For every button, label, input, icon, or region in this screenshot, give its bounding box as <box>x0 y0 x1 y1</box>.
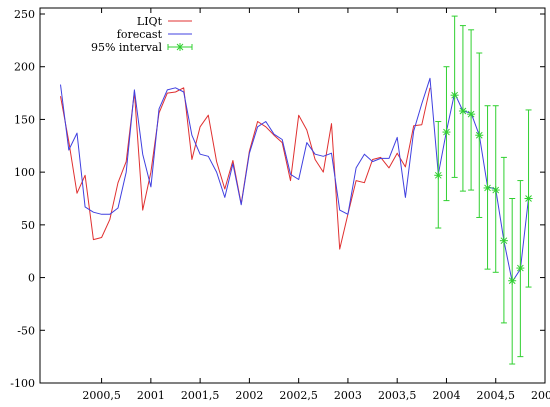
legend-label-forecast: forecast <box>117 28 163 41</box>
error-bar <box>450 15 459 178</box>
y-tick-label: -50 <box>17 324 35 337</box>
error-bar <box>524 109 533 288</box>
series-line-liqt <box>60 87 431 250</box>
plot-frame <box>39 7 546 384</box>
x-tick-label: 2001 <box>137 389 165 402</box>
axis-ticks: 250 200 150 100 50 0 -50 -100 2000,5 2001 2001,5 20… <box>10 8 550 402</box>
y-tick-label: -100 <box>10 377 35 390</box>
x-tick-label: 2002,5 <box>279 389 318 402</box>
error-bar <box>508 198 517 365</box>
error-bar <box>516 180 525 358</box>
error-bar <box>458 25 467 192</box>
y-tick-label: 200 <box>14 61 35 74</box>
y-tick-label: 150 <box>14 113 35 126</box>
y-tick-label: 50 <box>21 219 35 232</box>
error-bar <box>491 105 500 273</box>
x-tick-label: 2005 <box>531 389 550 402</box>
y-tick-label: 250 <box>14 8 35 21</box>
y-tick-label: 0 <box>28 272 35 285</box>
x-tick-label: 2004,5 <box>476 389 515 402</box>
error-bar <box>434 121 443 229</box>
series-line-forecast <box>60 77 529 283</box>
series-layer <box>60 15 533 365</box>
x-tick-label: 2001,5 <box>181 389 220 402</box>
legend-label-liqt: LIQt <box>137 15 163 28</box>
x-tick-label: 2002 <box>235 389 263 402</box>
y-tick-label: 100 <box>14 166 35 179</box>
x-tick-label: 2003 <box>334 389 362 402</box>
error-bar <box>483 105 492 270</box>
error-bar <box>442 66 451 202</box>
x-tick-label: 2003,5 <box>378 389 417 402</box>
legend-swatch-95-interval <box>167 43 193 51</box>
legend-label-95-interval: 95% interval <box>91 41 163 54</box>
error-bar <box>467 29 476 191</box>
error-bar <box>475 52 484 218</box>
x-tick-label: 2004 <box>432 389 460 402</box>
error-bar <box>499 156 508 324</box>
x-tick-label: 2000,5 <box>82 389 121 402</box>
